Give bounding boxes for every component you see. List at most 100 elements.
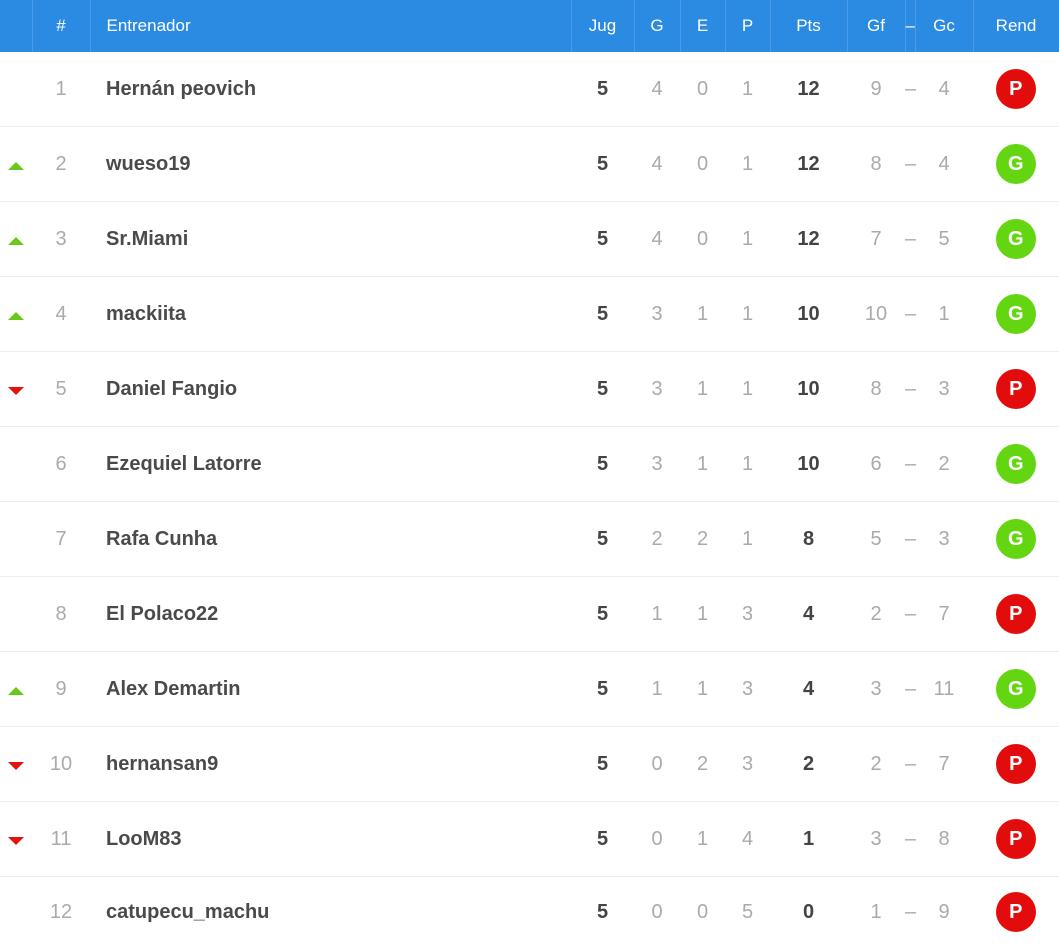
points-cell: 10	[770, 277, 847, 352]
trend-down-icon	[8, 837, 24, 845]
trend-indicator	[0, 52, 32, 127]
goals-against-cell: 9	[915, 877, 973, 947]
trend-up-icon	[8, 312, 24, 320]
goals-for-cell: 6	[847, 427, 905, 502]
drawn-cell: 1	[680, 652, 725, 727]
coach-name[interactable]: Sr.Miami	[90, 202, 571, 277]
points-cell: 12	[770, 202, 847, 277]
trend-indicator	[0, 577, 32, 652]
header-goals-for[interactable]: Gf	[847, 0, 905, 52]
trend-indicator	[0, 802, 32, 877]
played-cell: 5	[571, 502, 634, 577]
points-cell: 12	[770, 52, 847, 127]
performance-badge: P	[996, 69, 1036, 109]
performance-cell: P	[973, 577, 1059, 652]
goals-separator: –	[905, 352, 915, 427]
performance-cell: P	[973, 802, 1059, 877]
trend-indicator	[0, 127, 32, 202]
lost-cell: 4	[725, 802, 770, 877]
coach-name[interactable]: LooM83	[90, 802, 571, 877]
won-cell: 1	[634, 652, 680, 727]
header-goals-against[interactable]: Gc	[915, 0, 973, 52]
trend-indicator	[0, 727, 32, 802]
header-coach[interactable]: Entrenador	[90, 0, 571, 52]
goals-separator: –	[905, 127, 915, 202]
goals-separator: –	[905, 277, 915, 352]
goals-against-cell: 4	[915, 52, 973, 127]
coach-name[interactable]: mackiita	[90, 277, 571, 352]
header-performance[interactable]: Rend	[973, 0, 1059, 52]
won-cell: 3	[634, 352, 680, 427]
performance-badge: P	[996, 369, 1036, 409]
played-cell: 5	[571, 427, 634, 502]
goals-for-cell: 1	[847, 877, 905, 947]
position-cell: 6	[32, 427, 90, 502]
position-cell: 12	[32, 877, 90, 947]
trend-up-icon	[8, 687, 24, 695]
position-cell: 7	[32, 502, 90, 577]
performance-badge: G	[996, 444, 1036, 484]
points-cell: 4	[770, 577, 847, 652]
coach-name[interactable]: Ezequiel Latorre	[90, 427, 571, 502]
won-cell: 4	[634, 202, 680, 277]
header-won[interactable]: G	[634, 0, 680, 52]
coach-name[interactable]: hernansan9	[90, 727, 571, 802]
position-cell: 5	[32, 352, 90, 427]
goals-for-cell: 2	[847, 577, 905, 652]
trend-down-icon	[8, 762, 24, 770]
won-cell: 3	[634, 277, 680, 352]
played-cell: 5	[571, 127, 634, 202]
performance-cell: G	[973, 502, 1059, 577]
trend-up-icon	[8, 237, 24, 245]
header-points[interactable]: Pts	[770, 0, 847, 52]
won-cell: 1	[634, 577, 680, 652]
coach-name[interactable]: El Polaco22	[90, 577, 571, 652]
goals-separator: –	[905, 877, 915, 947]
lost-cell: 3	[725, 727, 770, 802]
coach-name[interactable]: wueso19	[90, 127, 571, 202]
performance-cell: G	[973, 202, 1059, 277]
won-cell: 0	[634, 802, 680, 877]
header-position[interactable]: #	[32, 0, 90, 52]
coach-name[interactable]: Rafa Cunha	[90, 502, 571, 577]
coach-name[interactable]: Daniel Fangio	[90, 352, 571, 427]
header-played[interactable]: Jug	[571, 0, 634, 52]
position-cell: 10	[32, 727, 90, 802]
header-lost[interactable]: P	[725, 0, 770, 52]
header-drawn[interactable]: E	[680, 0, 725, 52]
played-cell: 5	[571, 727, 634, 802]
lost-cell: 1	[725, 202, 770, 277]
played-cell: 5	[571, 352, 634, 427]
goals-separator: –	[905, 52, 915, 127]
won-cell: 0	[634, 877, 680, 947]
coach-name[interactable]: Hernán peovich	[90, 52, 571, 127]
won-cell: 4	[634, 52, 680, 127]
lost-cell: 3	[725, 577, 770, 652]
goals-separator: –	[905, 502, 915, 577]
goals-for-cell: 3	[847, 652, 905, 727]
coach-name[interactable]: Alex Demartin	[90, 652, 571, 727]
goals-for-cell: 2	[847, 727, 905, 802]
drawn-cell: 2	[680, 727, 725, 802]
coach-name[interactable]: catupecu_machu	[90, 877, 571, 947]
goals-separator: –	[905, 427, 915, 502]
performance-badge: P	[996, 892, 1036, 932]
drawn-cell: 1	[680, 277, 725, 352]
points-cell: 4	[770, 652, 847, 727]
points-cell: 10	[770, 427, 847, 502]
goals-against-cell: 1	[915, 277, 973, 352]
performance-cell: G	[973, 652, 1059, 727]
goals-separator: –	[905, 652, 915, 727]
